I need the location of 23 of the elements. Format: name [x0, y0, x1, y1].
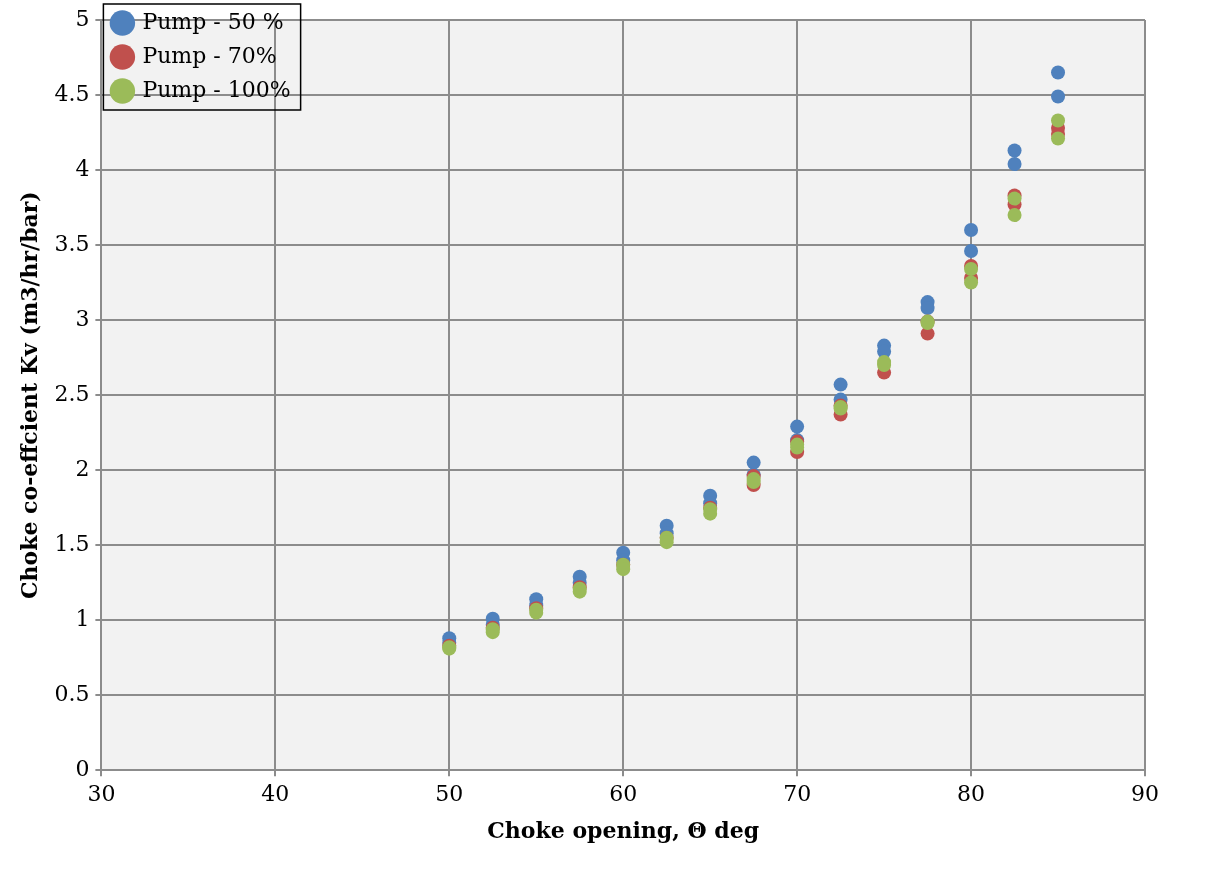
y-tick-label: 5	[75, 5, 90, 31]
y-tick-label: 3	[75, 305, 90, 331]
x-tick-label: 50	[435, 781, 464, 807]
y-tick-label: 1.5	[54, 530, 90, 556]
x-tick-label: 60	[609, 781, 638, 807]
x-tick-label: 30	[87, 781, 116, 807]
y-tick-label: 4	[75, 155, 90, 181]
y-tick-label: 0	[75, 755, 90, 781]
x-tick-label: 80	[957, 781, 986, 807]
y-tick-label: 2	[75, 455, 90, 481]
legend-label: Pump - 50 %	[142, 8, 284, 34]
x-tick-label: 90	[1131, 781, 1159, 807]
y-tick-label: 1	[75, 605, 90, 631]
y-tick-label: 0.5	[54, 680, 90, 706]
y-tick-label: 2.5	[54, 380, 90, 406]
x-axis-title: Choke opening, Θ deg	[487, 816, 760, 843]
y-tick-label: 4.5	[54, 80, 90, 106]
y-tick-label: 3.5	[54, 230, 90, 256]
y-axis-title: Choke co-effcient Kv (m3/hr/bar)	[15, 191, 42, 599]
x-tick-label: 40	[261, 781, 290, 807]
x-tick-label: 70	[783, 781, 812, 807]
legend-label: Pump - 100%	[142, 76, 291, 102]
legend-label: Pump - 70%	[142, 42, 277, 68]
